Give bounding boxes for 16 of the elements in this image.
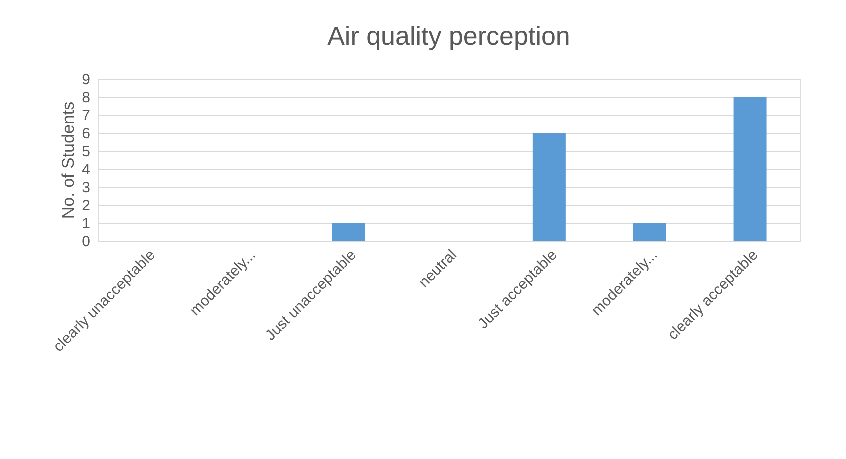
y-tick-label: 2 <box>82 198 90 214</box>
chart-title: Air quality perception <box>328 21 570 51</box>
y-tick-label: 8 <box>82 90 90 106</box>
bar <box>734 97 767 241</box>
bar <box>332 223 366 241</box>
y-tick-label: 9 <box>82 72 90 88</box>
y-tick-label: 1 <box>82 216 90 232</box>
y-tick-label: 4 <box>82 162 90 178</box>
y-tick-label: 7 <box>82 108 90 124</box>
y-tick-label: 5 <box>82 144 90 160</box>
y-tick-label: 0 <box>82 234 90 250</box>
y-axis-title: No. of Students <box>59 102 78 220</box>
y-tick-label: 6 <box>82 126 90 142</box>
y-tick-label: 3 <box>82 180 90 196</box>
bar <box>633 223 666 241</box>
bar <box>532 133 566 241</box>
